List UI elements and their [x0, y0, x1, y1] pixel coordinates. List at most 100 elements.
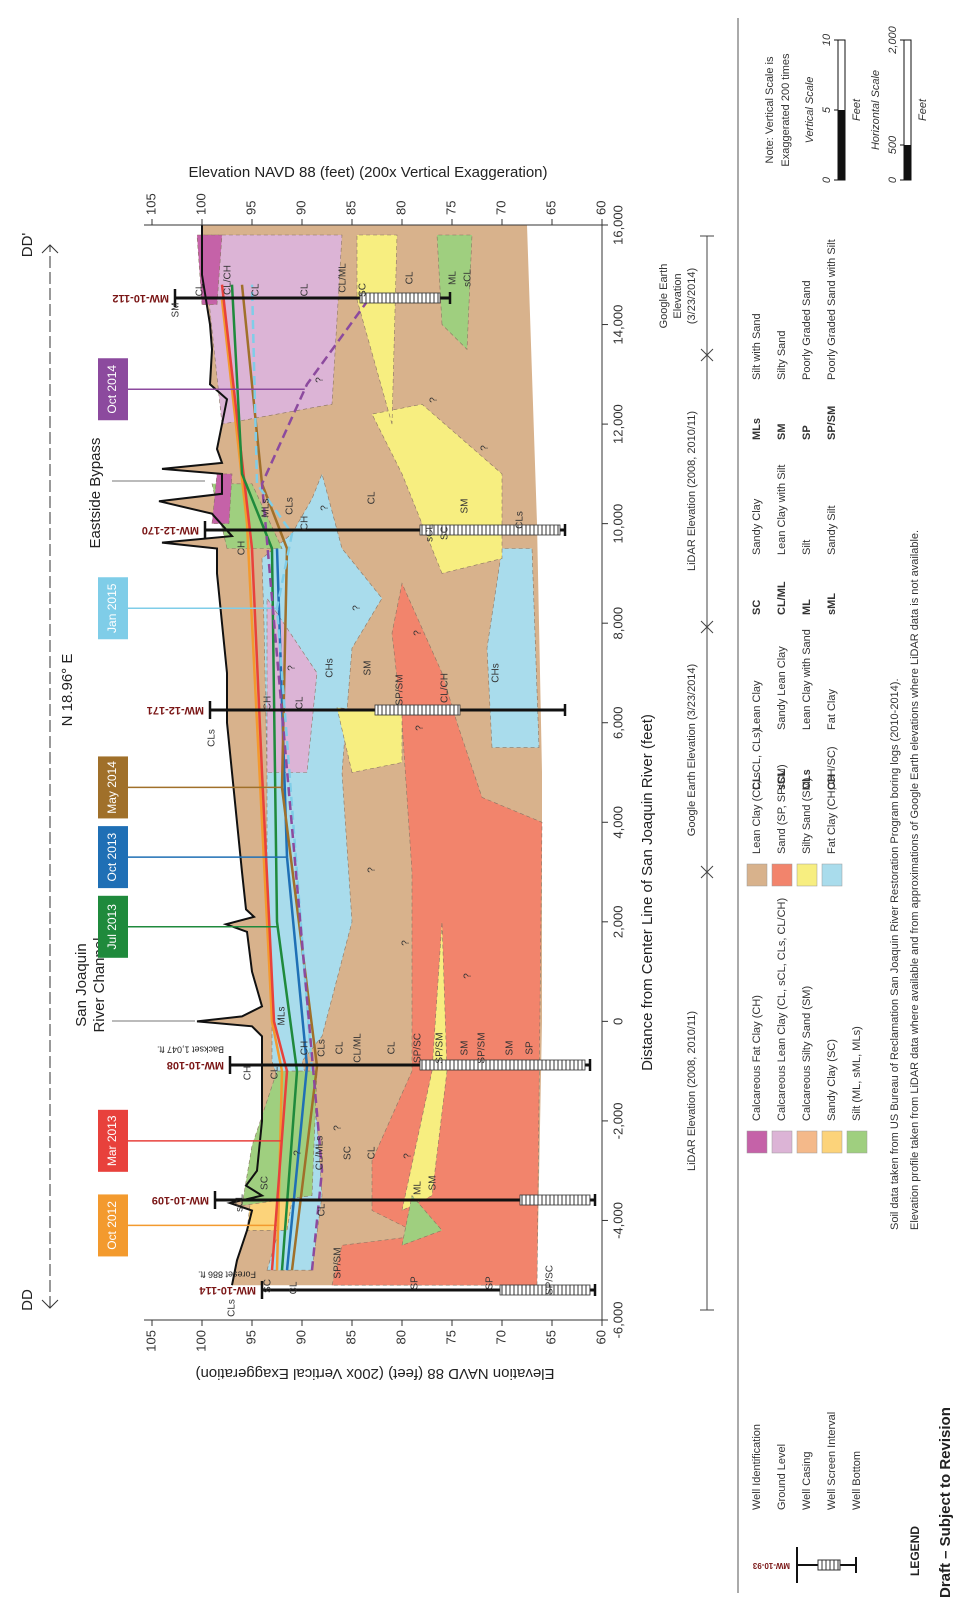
date-label: May 2014: [105, 761, 119, 814]
layer-label: SP/SC: [413, 1033, 424, 1063]
water-level-line: [230, 284, 299, 1271]
layer-label: sCL: [463, 269, 474, 287]
y-tick-label: 105: [143, 1330, 158, 1352]
scale-title: Vertical Scale: [804, 77, 816, 144]
scale-tick-label: 10: [821, 33, 833, 46]
section-end: DD': [19, 233, 36, 258]
date-label: Oct 2013: [105, 832, 119, 881]
layer-label: SM: [505, 1041, 516, 1056]
water-level-line: [220, 284, 289, 1271]
legend-title: LEGEND: [908, 1526, 922, 1576]
layer-label: SC: [263, 1279, 274, 1293]
abbr-name: Sandy Lean Clay: [776, 646, 788, 730]
source-label: Google Earth Elevation (3/23/2014): [686, 664, 698, 836]
y2-tick-label: 80: [393, 201, 408, 215]
date-box: [98, 358, 128, 421]
soil-swatch: [771, 863, 793, 887]
well-note: Backset 1,047 ft.: [157, 1045, 224, 1055]
soil-legend-item: Fat Clay (CH, CH/SC): [826, 746, 838, 854]
section-start: DD: [19, 1289, 36, 1311]
soil-swatch: [796, 863, 818, 887]
ground-surface: [158, 225, 265, 1286]
layer-label: ?: [333, 1125, 344, 1131]
abbr-name: Lean Clay: [751, 680, 763, 730]
layer-label: SC: [358, 283, 369, 297]
abbr-code: sCL: [776, 769, 788, 790]
date-box: [98, 1194, 128, 1257]
well-screen: [519, 1194, 591, 1206]
date-box: [98, 577, 128, 640]
layer-label: CH: [237, 541, 248, 555]
layer-label: ?: [480, 445, 491, 451]
layer-label: MLs: [277, 1007, 288, 1026]
x-tick-label: 8,000: [610, 607, 625, 640]
y2-tick-label: 105: [143, 193, 158, 215]
layer-label: CHs: [325, 658, 336, 677]
feature-label: San Joaquin: [73, 943, 90, 1026]
layer-label: sCL: [425, 524, 436, 542]
well-note: Foreset 886 ft.: [198, 1270, 256, 1280]
source-label: LiDAR Elevation (2008, 2010/11): [686, 411, 698, 571]
layer-label: SP: [410, 1276, 421, 1290]
layer-label: ?: [401, 940, 412, 946]
draft-notice: Draft – Subject to Revision: [937, 1407, 954, 1598]
abbr-name: Silty Sand: [776, 330, 788, 380]
layer-label: CL: [335, 1041, 346, 1054]
abbr-code: MLs: [751, 418, 763, 440]
abbr-code: SP/SM: [826, 406, 838, 440]
layer-label: SC: [440, 526, 451, 540]
abbr-code: SP: [801, 425, 813, 440]
x-tick-label: -6,000: [610, 1302, 625, 1339]
layer-label: CHs: [491, 663, 502, 682]
soil-legend-item: Silty Sand (SM): [801, 778, 813, 854]
y-tick-label: 95: [243, 1330, 258, 1344]
water-level-line: [250, 284, 314, 1072]
layer-label: CL: [300, 283, 311, 296]
layer-label: CL/MLs: [315, 1136, 326, 1170]
layer-label: ?: [367, 867, 378, 873]
note: Elevation profile taken from LiDAR data …: [909, 530, 921, 1230]
scale-tick-label: 500: [887, 135, 899, 154]
abbr-name: Silt with Sand: [751, 313, 763, 380]
layer-label: SM: [171, 303, 182, 318]
layer-label: CL: [367, 491, 378, 504]
layer-label: ?: [320, 505, 331, 511]
source-divider: [700, 865, 714, 879]
date-label: Jul 2013: [105, 904, 119, 950]
date-label: Jan 2015: [105, 583, 119, 633]
x-tick-label: 14,000: [610, 305, 625, 345]
layer-label: ?: [293, 1150, 304, 1156]
well-name: MW-12-170: [142, 524, 199, 536]
layer-label: CL: [367, 1146, 378, 1159]
y2-tick-label: 95: [243, 201, 258, 215]
y2-tick-label: 65: [543, 201, 558, 215]
layer-label: CL: [405, 271, 416, 284]
layer-label: CLs: [515, 511, 526, 529]
layer-label: SP: [485, 1276, 496, 1290]
scale-segment: [838, 110, 845, 180]
y-tick-label: 70: [493, 1330, 508, 1344]
x-tick-label: 0: [610, 1018, 625, 1025]
y-tick-label: 90: [293, 1330, 308, 1344]
y2-tick-label: 60: [593, 201, 608, 215]
layer-label: ML: [448, 271, 459, 285]
soil-layer: [211, 473, 233, 524]
y-tick-label: 60: [593, 1330, 608, 1344]
y2-tick-label: 70: [493, 201, 508, 215]
layer-label: MLs: [261, 499, 272, 518]
layer-label: CL/ML: [338, 263, 349, 293]
layer-label: SC: [343, 1146, 354, 1160]
soil-swatch: [846, 1130, 868, 1154]
layer-label: SM: [460, 1041, 471, 1056]
layer-label: CL: [270, 1066, 281, 1079]
soil-legend-item: Lean Clay (CL, sCL, CLs): [751, 729, 763, 854]
scale-note: Exaggerated 200 times: [780, 53, 792, 167]
well-screen: [359, 292, 441, 304]
x-axis-title: Distance from Center Line of San Joaquin…: [639, 714, 656, 1071]
soil-legend-item: Sand (SP, SP/SM): [776, 764, 788, 854]
scale-tick-label: 0: [887, 176, 899, 183]
water-level-line: [275, 548, 309, 1271]
abbr-code: CL/ML: [776, 581, 788, 615]
well-legend-item: Well Bottom: [851, 1451, 863, 1510]
well-name: MW-10-112: [112, 292, 169, 304]
